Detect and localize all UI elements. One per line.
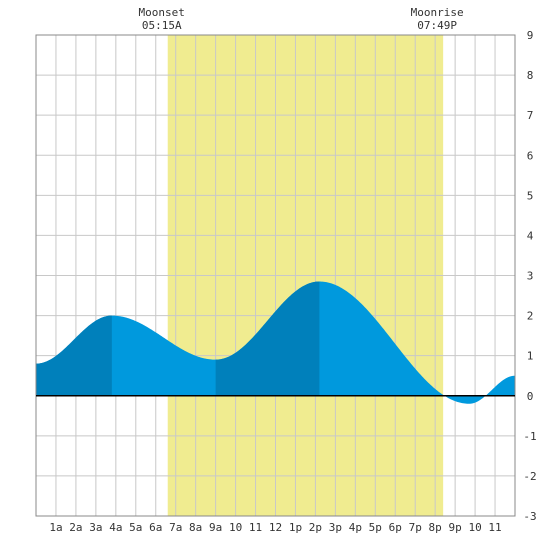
x-tick-label: 7p: [409, 521, 422, 534]
y-tick-label: 3: [527, 270, 534, 283]
x-tick-label: 5p: [369, 521, 382, 534]
grid: [36, 35, 515, 516]
annotation-time: 07:49P: [417, 19, 457, 32]
x-tick-label: 6p: [389, 521, 402, 534]
y-tick-labels: -3 -2 -1 0 1 2 3 4 5 6 7 8 9: [523, 29, 536, 523]
x-tick-label: 12: [269, 521, 282, 534]
y-tick-label: 8: [527, 69, 534, 82]
x-tick-label: 2p: [309, 521, 322, 534]
x-tick-label: 10: [229, 521, 242, 534]
x-tick-label: 4p: [349, 521, 362, 534]
y-tick-label: 4: [527, 229, 534, 242]
y-tick-label: -3: [523, 510, 536, 523]
y-tick-label: 9: [527, 29, 534, 42]
x-tick-label: 7a: [169, 521, 182, 534]
annotation-title: Moonset: [139, 6, 185, 19]
x-tick-label: 1p: [289, 521, 302, 534]
tide-area-dark-band: [215, 281, 320, 396]
y-tick-label: -1: [523, 430, 536, 443]
x-tick-label: 11: [249, 521, 262, 534]
tide-area: [36, 281, 515, 404]
y-tick-label: 7: [527, 109, 534, 122]
y-tick-label: 2: [527, 310, 534, 323]
y-tick-label: 1: [527, 350, 534, 363]
x-tick-label: 1a: [49, 521, 62, 534]
x-tick-label: 5a: [129, 521, 142, 534]
x-tick-label: 9a: [209, 521, 222, 534]
x-tick-label: 9p: [449, 521, 462, 534]
x-tick-label: 3p: [329, 521, 342, 534]
y-tick-label: 0: [527, 390, 534, 403]
annotation-title: Moonrise: [411, 6, 464, 19]
y-tick-label: 5: [527, 189, 534, 202]
x-tick-label: 8p: [429, 521, 442, 534]
annotation-time: 05:15A: [142, 19, 182, 32]
x-tick-label: 4a: [109, 521, 122, 534]
x-tick-label: 8a: [189, 521, 202, 534]
x-tick-label: 11: [488, 521, 501, 534]
y-tick-label: -2: [523, 470, 536, 483]
axes: [35, 34, 516, 517]
plot-frame: [35, 34, 516, 517]
tide-area-dark-band: [36, 315, 112, 396]
x-tick-label: 10: [468, 521, 481, 534]
x-tick-label: 6a: [149, 521, 162, 534]
x-tick-label: 3a: [89, 521, 102, 534]
x-tick-label: 2a: [69, 521, 82, 534]
x-tick-labels: 1a 2a 3a 4a 5a 6a 7a 8a 9a 10 11 12 1p 2p 3p 4p 5p 6p 7p 8p…: [49, 521, 501, 534]
y-tick-label: 6: [527, 149, 534, 162]
